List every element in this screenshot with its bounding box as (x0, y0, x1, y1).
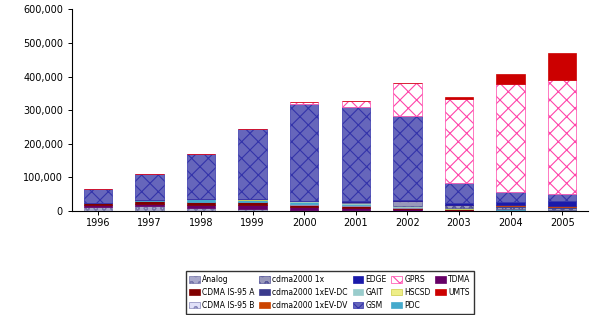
Bar (341, 205, 370, 206)
Bar (445, 183, 473, 203)
Bar (445, 203, 473, 204)
Bar (290, 104, 319, 202)
Bar (290, 210, 319, 211)
Bar (238, 129, 267, 199)
Bar (548, 209, 577, 210)
Bar (135, 204, 164, 206)
Bar (238, 202, 267, 205)
Bar (393, 83, 422, 117)
Bar (83, 207, 112, 211)
Bar (548, 194, 577, 201)
Bar (445, 97, 473, 99)
Bar (548, 210, 577, 211)
Bar (83, 189, 112, 203)
Bar (341, 210, 370, 211)
Bar (393, 201, 422, 206)
Bar (548, 206, 577, 207)
Bar (496, 84, 525, 192)
Bar (135, 200, 164, 201)
Bar (496, 205, 525, 206)
Bar (445, 209, 473, 210)
Bar (135, 206, 164, 211)
Bar (445, 210, 473, 211)
Bar (445, 99, 473, 183)
Bar (548, 80, 577, 194)
Bar (290, 202, 319, 204)
Bar (135, 201, 164, 204)
Bar (548, 201, 577, 206)
Bar (187, 202, 215, 205)
Bar (290, 205, 319, 207)
Bar (496, 192, 525, 202)
Bar (135, 174, 164, 200)
Bar (83, 205, 112, 207)
Bar (393, 117, 422, 200)
Bar (341, 206, 370, 208)
Bar (341, 101, 370, 107)
Bar (496, 210, 525, 211)
Bar (290, 207, 319, 210)
Bar (187, 205, 215, 208)
Bar (290, 102, 319, 104)
Bar (341, 107, 370, 202)
Bar (341, 203, 370, 204)
Bar (393, 200, 422, 201)
Bar (187, 154, 215, 199)
Bar (393, 209, 422, 211)
Bar (238, 205, 267, 209)
Bar (393, 207, 422, 208)
Bar (187, 199, 215, 202)
Bar (393, 208, 422, 209)
Legend: Analog, CDMA IS-95 A, CDMA IS-95 B, cdma2000 1x, cdma2000 1xEV-DC, cdma2000 1xEV: Analog, CDMA IS-95 A, CDMA IS-95 B, cdma… (185, 271, 475, 314)
Bar (341, 208, 370, 210)
Bar (445, 205, 473, 209)
Bar (496, 74, 525, 84)
Bar (496, 206, 525, 207)
Bar (341, 204, 370, 205)
Bar (290, 204, 319, 205)
Bar (496, 207, 525, 209)
Bar (548, 207, 577, 209)
Bar (496, 202, 525, 205)
Bar (238, 209, 267, 211)
Bar (341, 202, 370, 203)
Bar (187, 208, 215, 211)
Bar (548, 53, 577, 80)
Bar (238, 200, 267, 202)
Bar (83, 203, 112, 205)
